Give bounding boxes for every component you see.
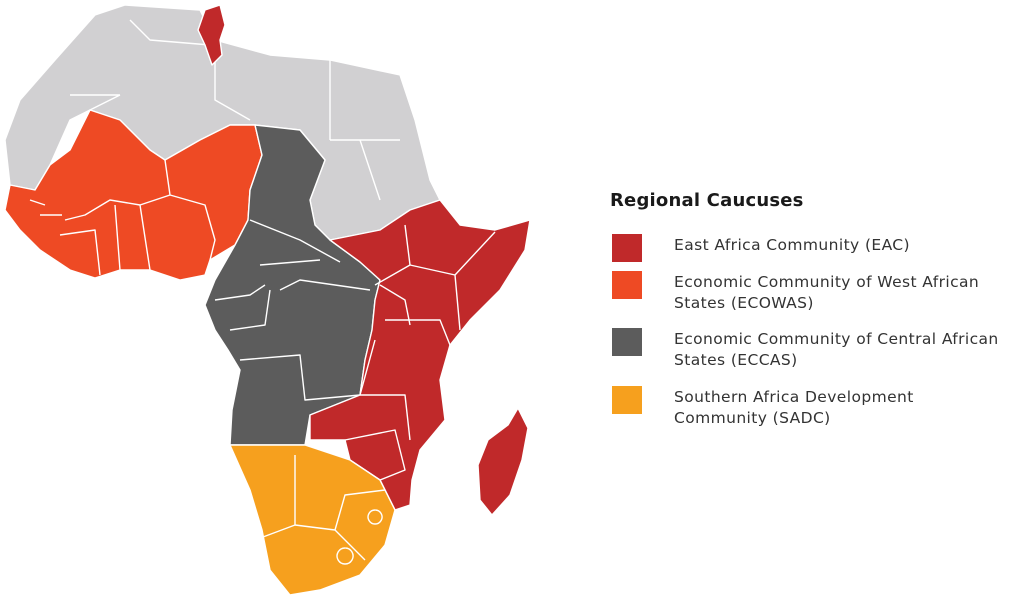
legend-swatch-sadc	[612, 386, 642, 414]
legend: Regional Caucuses East Africa Community …	[608, 190, 1008, 427]
legend-label-sadc: Southern Africa Development Community (S…	[674, 388, 914, 427]
region-madagascar	[477, 407, 529, 516]
region-east-africa-lines	[344, 224, 496, 481]
region-west-africa-lines	[29, 159, 216, 276]
region-southern-africa-lines	[254, 455, 386, 565]
legend-swatch-eccas	[612, 328, 642, 356]
legend-label-eac: East Africa Community (EAC)	[674, 236, 910, 254]
region-north-africa-lines	[70, 19, 400, 201]
region-central-africa-lines	[214, 219, 371, 401]
legend-swatch-eac	[612, 234, 642, 262]
region-west-africa	[4, 109, 263, 281]
legend-label-ecowas: Economic Community of West African State…	[674, 273, 980, 312]
africa-map	[4, 4, 531, 596]
region-east-africa	[309, 199, 531, 511]
legend-title: Regional Caucuses	[610, 190, 804, 211]
legend-swatch-ecowas	[612, 271, 642, 299]
region-central-africa	[204, 124, 381, 446]
region-southern-africa	[229, 444, 396, 596]
legend-label-eccas: Economic Community of Central African St…	[674, 330, 999, 369]
region-tunisia	[197, 4, 226, 66]
